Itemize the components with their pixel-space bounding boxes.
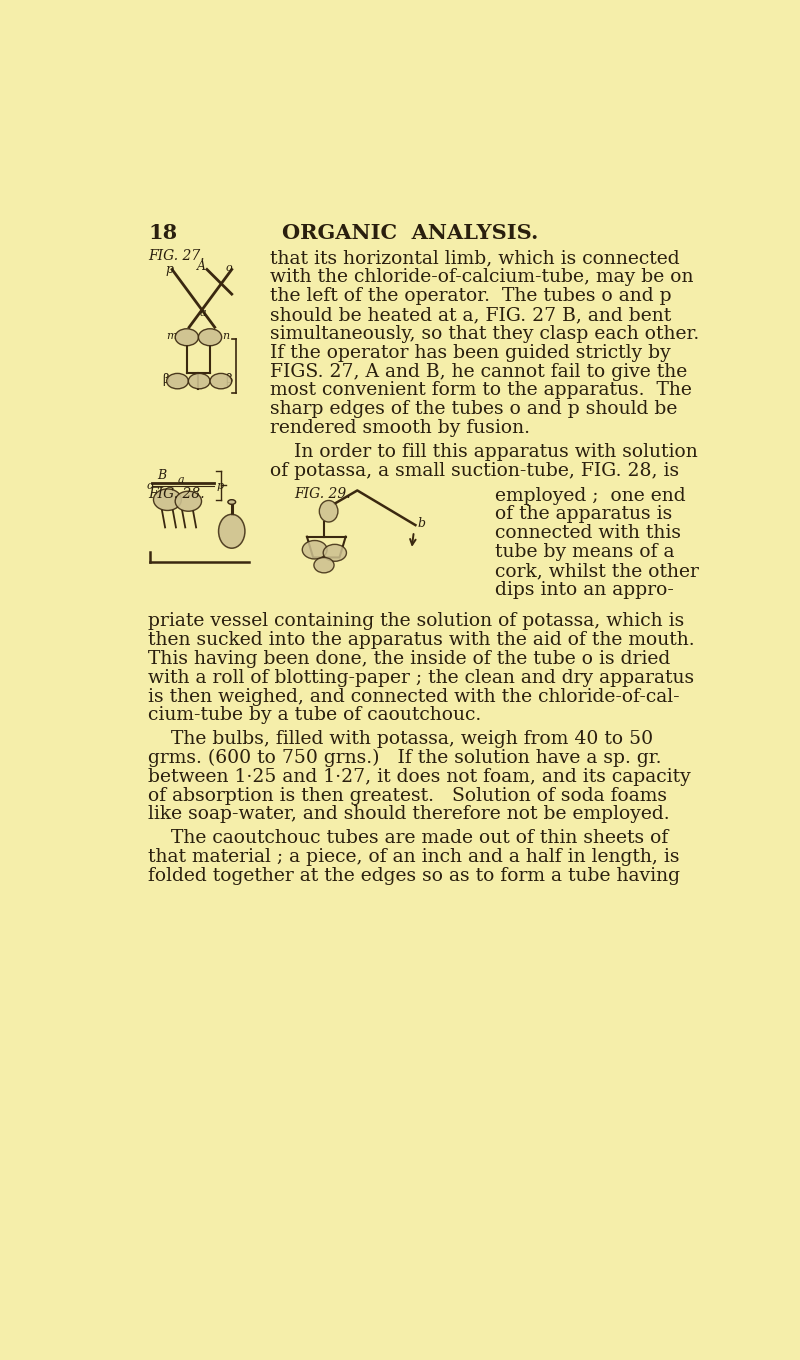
Text: p: p (216, 481, 223, 491)
Text: β: β (162, 374, 170, 386)
Text: like soap-water, and should therefore not be employed.: like soap-water, and should therefore no… (148, 805, 670, 823)
Text: m: m (166, 330, 177, 341)
Text: ORGANIC  ANALYSIS.: ORGANIC ANALYSIS. (282, 223, 538, 243)
Text: cium-tube by a tube of caoutchouc.: cium-tube by a tube of caoutchouc. (148, 706, 482, 725)
Text: This having been done, the inside of the tube o is dried: This having been done, the inside of the… (148, 650, 670, 668)
Ellipse shape (323, 544, 346, 562)
Text: folded together at the edges so as to form a tube having: folded together at the edges so as to fo… (148, 866, 680, 884)
Text: n: n (222, 330, 230, 341)
Text: The bulbs, filled with potassa, weigh from 40 to 50: The bulbs, filled with potassa, weigh fr… (171, 730, 654, 748)
Text: the left of the operator.  The tubes o and p: the left of the operator. The tubes o an… (270, 287, 672, 305)
Ellipse shape (188, 374, 210, 389)
Text: rendered smooth by fusion.: rendered smooth by fusion. (270, 419, 530, 437)
Ellipse shape (319, 500, 338, 522)
Ellipse shape (314, 558, 334, 573)
Text: tube by means of a: tube by means of a (495, 543, 674, 562)
Ellipse shape (154, 488, 182, 510)
Text: employed ;  one end: employed ; one end (495, 487, 686, 505)
Text: If the operator has been guided strictly by: If the operator has been guided strictly… (270, 344, 671, 362)
Text: FIG. 28.: FIG. 28. (148, 487, 205, 500)
Text: then sucked into the apparatus with the aid of the mouth.: then sucked into the apparatus with the … (148, 631, 694, 649)
Ellipse shape (228, 499, 236, 505)
Text: FIGS. 27, A and B, he cannot fail to give the: FIGS. 27, A and B, he cannot fail to giv… (270, 363, 688, 381)
Text: that material ; a piece, of an inch and a half in length, is: that material ; a piece, of an inch and … (148, 847, 679, 866)
Text: β: β (226, 374, 233, 386)
Ellipse shape (210, 374, 232, 389)
Text: The caoutchouc tubes are made out of thin sheets of: The caoutchouc tubes are made out of thi… (171, 828, 669, 847)
Text: b: b (417, 517, 425, 530)
Text: In order to fill this apparatus with solution: In order to fill this apparatus with sol… (294, 443, 698, 461)
Text: sharp edges of the tubes o and p should be: sharp edges of the tubes o and p should … (270, 400, 678, 419)
Text: B: B (158, 469, 166, 481)
Text: of potassa, a small suction-tube, FIG. 28, is: of potassa, a small suction-tube, FIG. 2… (270, 461, 680, 480)
Ellipse shape (166, 374, 188, 389)
Ellipse shape (218, 514, 245, 548)
Text: a: a (199, 307, 206, 318)
Text: with the chloride-of-calcium-tube, may be on: with the chloride-of-calcium-tube, may b… (270, 268, 694, 287)
Text: that its horizontal limb, which is connected: that its horizontal limb, which is conne… (270, 249, 680, 268)
Ellipse shape (175, 491, 202, 511)
Text: cork, whilst the other: cork, whilst the other (495, 562, 699, 581)
Ellipse shape (302, 540, 327, 559)
Text: o: o (226, 264, 232, 273)
Text: 18: 18 (148, 223, 177, 243)
Text: a: a (178, 475, 184, 486)
Text: simultaneously, so that they clasp each other.: simultaneously, so that they clasp each … (270, 325, 700, 343)
Text: A: A (197, 260, 206, 273)
Text: grms. (600 to 750 grns.)   If the solution have a sp. gr.: grms. (600 to 750 grns.) If the solution… (148, 749, 662, 767)
Ellipse shape (175, 329, 198, 345)
Text: priate vessel containing the solution of potassa, which is: priate vessel containing the solution of… (148, 612, 684, 630)
Text: FIG. 29.: FIG. 29. (294, 487, 350, 500)
Text: FIG. 27.: FIG. 27. (148, 249, 205, 264)
Text: o: o (146, 481, 154, 491)
Ellipse shape (198, 329, 222, 345)
Text: of absorption is then greatest.   Solution of soda foams: of absorption is then greatest. Solution… (148, 786, 667, 805)
Text: most convenient form to the apparatus.  The: most convenient form to the apparatus. T… (270, 382, 692, 400)
Text: between 1·25 and 1·27, it does not foam, and its capacity: between 1·25 and 1·27, it does not foam,… (148, 767, 690, 786)
Text: connected with this: connected with this (495, 525, 682, 543)
Text: dips into an appro-: dips into an appro- (495, 581, 674, 598)
Text: with a roll of blotting-paper ; the clean and dry apparatus: with a roll of blotting-paper ; the clea… (148, 669, 694, 687)
Text: is then weighed, and connected with the chloride-of-cal-: is then weighed, and connected with the … (148, 688, 680, 706)
Text: of the apparatus is: of the apparatus is (495, 506, 673, 524)
Text: p: p (166, 264, 174, 276)
Text: should be heated at a, FIG. 27 B, and bent: should be heated at a, FIG. 27 B, and be… (270, 306, 672, 324)
